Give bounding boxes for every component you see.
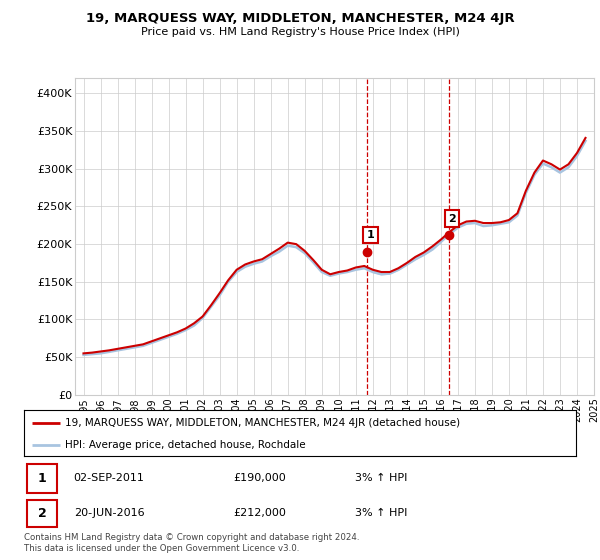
Text: HPI: Average price, detached house, Rochdale: HPI: Average price, detached house, Roch… [65,440,306,450]
Text: 3% ↑ HPI: 3% ↑ HPI [355,473,407,483]
Text: 19, MARQUESS WAY, MIDDLETON, MANCHESTER, M24 4JR: 19, MARQUESS WAY, MIDDLETON, MANCHESTER,… [86,12,514,25]
Text: Contains HM Land Registry data © Crown copyright and database right 2024.
This d: Contains HM Land Registry data © Crown c… [24,533,359,553]
Text: £212,000: £212,000 [234,508,287,518]
Text: 2: 2 [38,507,46,520]
Text: £190,000: £190,000 [234,473,287,483]
FancyBboxPatch shape [27,500,57,526]
FancyBboxPatch shape [27,464,57,493]
Text: Price paid vs. HM Land Registry's House Price Index (HPI): Price paid vs. HM Land Registry's House … [140,27,460,37]
Text: 3% ↑ HPI: 3% ↑ HPI [355,508,407,518]
Text: 1: 1 [38,472,46,485]
Text: 1: 1 [367,230,374,240]
Text: 02-SEP-2011: 02-SEP-2011 [74,473,145,483]
Text: 19, MARQUESS WAY, MIDDLETON, MANCHESTER, M24 4JR (detached house): 19, MARQUESS WAY, MIDDLETON, MANCHESTER,… [65,418,461,428]
Text: 2: 2 [448,213,456,223]
Text: 20-JUN-2016: 20-JUN-2016 [74,508,145,518]
